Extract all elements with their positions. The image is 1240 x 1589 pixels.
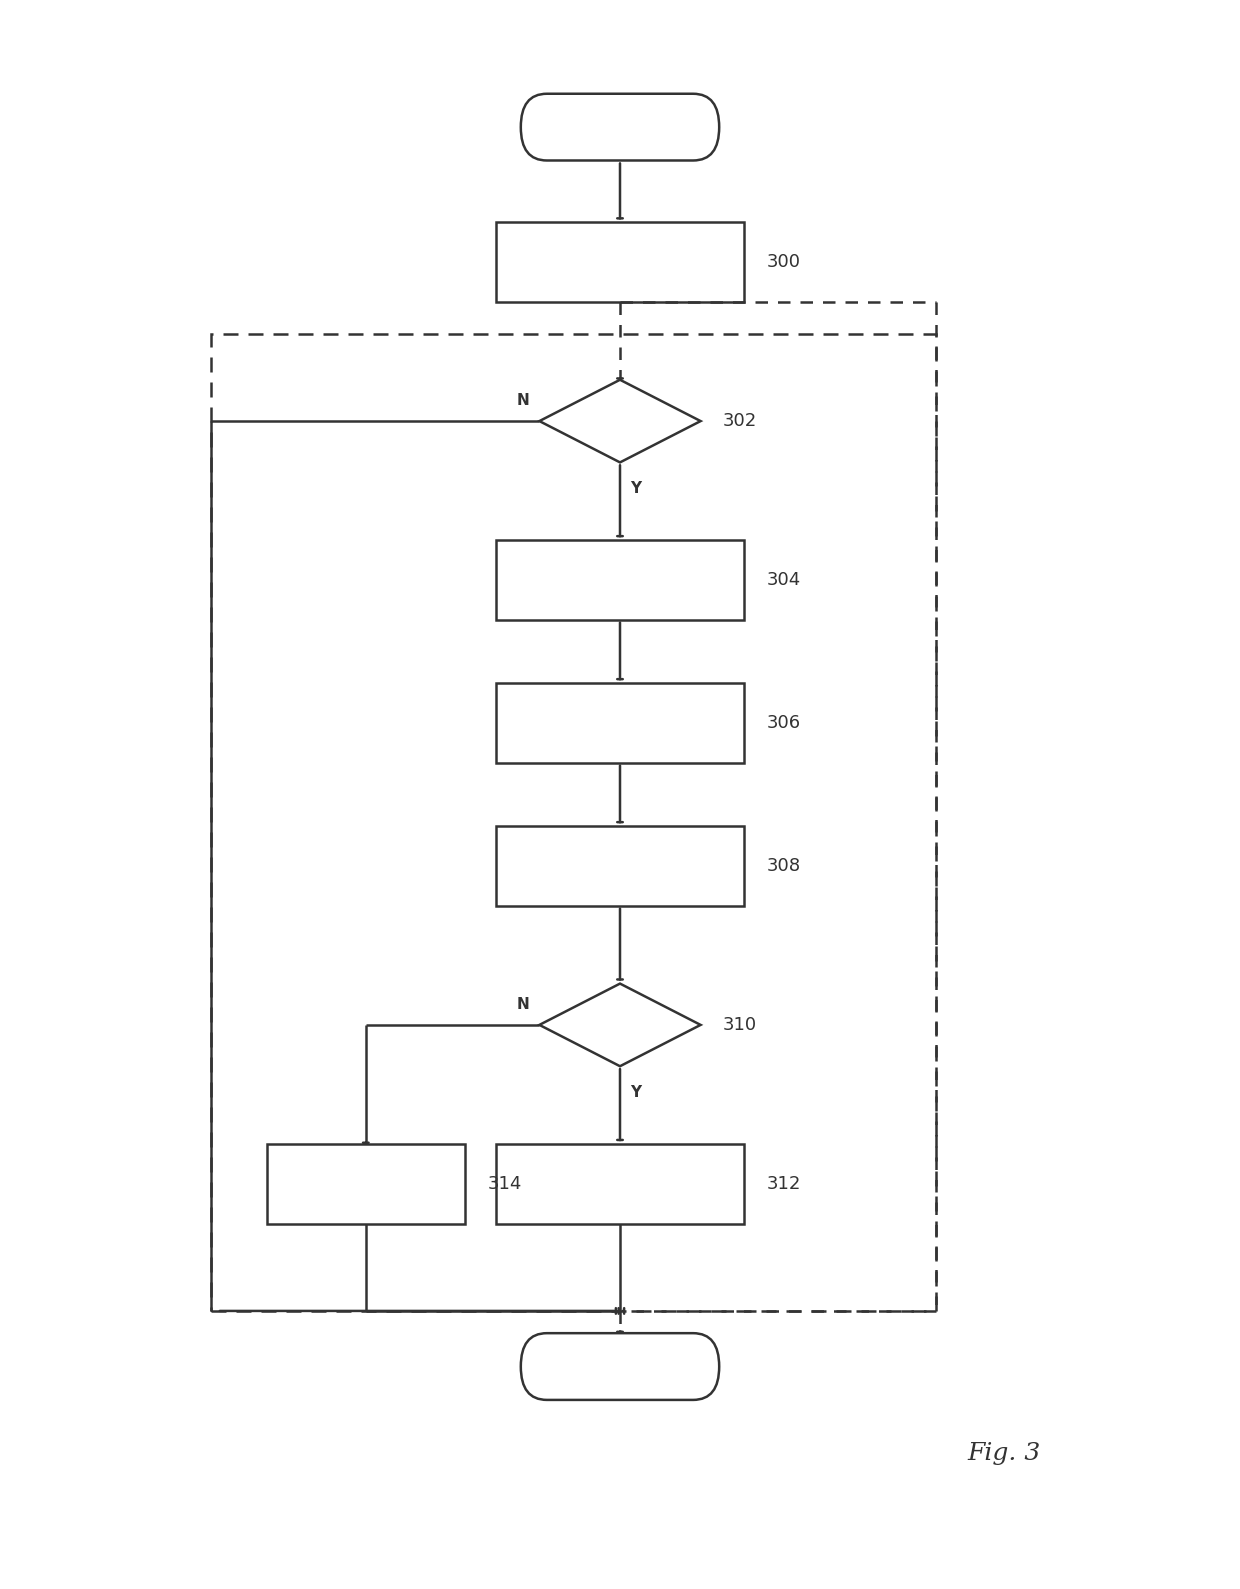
Text: 304: 304 xyxy=(766,570,801,590)
Text: 306: 306 xyxy=(766,713,801,733)
Bar xyxy=(211,334,936,1311)
Polygon shape xyxy=(539,984,701,1066)
Bar xyxy=(496,540,744,620)
Text: 308: 308 xyxy=(766,856,801,876)
Text: 302: 302 xyxy=(723,412,758,431)
Text: 310: 310 xyxy=(723,1015,758,1034)
Bar xyxy=(496,1144,744,1224)
Bar xyxy=(267,1144,465,1224)
FancyBboxPatch shape xyxy=(521,94,719,160)
Text: Fig. 3: Fig. 3 xyxy=(967,1443,1040,1465)
Text: 312: 312 xyxy=(766,1174,801,1193)
Text: N: N xyxy=(517,998,529,1012)
Text: Y: Y xyxy=(630,1085,641,1100)
Text: 300: 300 xyxy=(766,253,800,272)
Bar xyxy=(496,826,744,906)
Bar xyxy=(496,683,744,763)
Text: Y: Y xyxy=(630,481,641,496)
Text: N: N xyxy=(517,394,529,408)
Bar xyxy=(496,222,744,302)
Polygon shape xyxy=(539,380,701,462)
Text: 314: 314 xyxy=(487,1174,522,1193)
FancyBboxPatch shape xyxy=(521,1333,719,1400)
